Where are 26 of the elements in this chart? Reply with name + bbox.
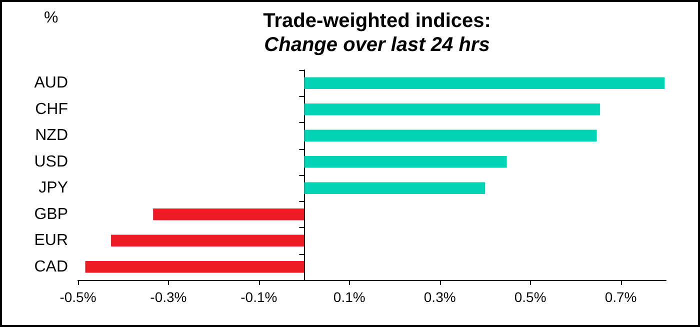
chart-subtitle: Change over last 24 hrs [264,34,490,56]
bar [304,130,597,142]
bar [304,77,665,90]
y-tick-label: EUR [34,232,68,250]
x-tick-label: 0.5% [514,289,546,305]
chart-title: Trade-weighted indices: [263,10,491,32]
bar [304,182,486,194]
y-tick-label: CAD [34,258,68,276]
bar [111,234,304,247]
x-tick-label: 0.1% [333,289,366,305]
y-tick-label: USD [34,153,68,170]
bar [304,156,507,168]
y-tick-label: CHF [35,100,68,118]
bar [304,103,600,116]
y-tick-label: GBP [34,206,68,223]
x-tick-label: 0.3% [424,289,456,305]
x-tick-label: 0.7% [604,289,637,305]
x-tick-label: -0.3% [150,289,187,305]
bar [85,260,304,273]
x-tick-label: -0.1% [240,289,278,305]
bar [153,208,304,220]
x-tick-label: -0.5% [60,289,96,305]
y-tick-label: NZD [35,127,68,144]
text: % [44,10,58,26]
y-tick-label: AUD [34,74,68,92]
y-tick-label: JPY [38,180,68,197]
